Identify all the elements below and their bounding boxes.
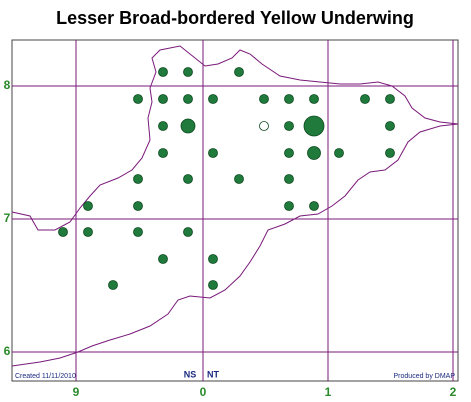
record-dot	[284, 121, 294, 131]
x-grid-label: 1	[325, 385, 332, 399]
record-dot	[133, 227, 143, 237]
y-grid-label: 6	[4, 344, 11, 358]
record-dot	[307, 146, 321, 160]
records	[58, 67, 395, 290]
record-dot	[183, 227, 193, 237]
y-grid-label: 8	[4, 78, 11, 92]
record-dot	[133, 201, 143, 211]
grid	[12, 40, 458, 381]
record-dot	[183, 174, 193, 184]
record-dot	[303, 115, 325, 137]
record-dot	[158, 67, 168, 77]
record-dot	[133, 94, 143, 104]
record-dot	[158, 94, 168, 104]
y-grid-label: 7	[4, 211, 11, 225]
record-dot	[234, 174, 244, 184]
square-label: NS	[184, 369, 197, 379]
record-dot	[158, 121, 168, 131]
coastline	[11, 45, 459, 367]
x-grid-label: 2	[450, 385, 457, 399]
record-dot	[334, 148, 344, 158]
record-dot	[284, 148, 294, 158]
record-dot	[108, 280, 118, 290]
record-dot	[385, 148, 395, 158]
created-date: Created 11/11/2010	[15, 373, 76, 380]
record-dot	[133, 174, 143, 184]
record-dot	[284, 94, 294, 104]
record-dot	[385, 94, 395, 104]
record-dot	[208, 148, 218, 158]
record-dot	[83, 227, 93, 237]
record-dot	[259, 94, 269, 104]
record-dot	[180, 118, 196, 134]
record-dot	[208, 94, 218, 104]
record-dot	[309, 201, 319, 211]
record-dot	[284, 174, 294, 184]
record-dot	[360, 94, 370, 104]
x-grid-label: 0	[200, 385, 207, 399]
record-dot	[208, 280, 218, 290]
record-dot	[83, 201, 93, 211]
record-dot	[208, 254, 218, 264]
square-label: NT	[207, 369, 219, 379]
record-dot	[58, 227, 68, 237]
credit: Produced by DMAP	[394, 373, 456, 380]
record-dot	[309, 94, 319, 104]
record-dot	[183, 94, 193, 104]
map-frame	[11, 39, 459, 382]
record-dot-open	[259, 121, 269, 131]
record-dot	[284, 201, 294, 211]
record-dot	[158, 148, 168, 158]
record-dot	[234, 67, 244, 77]
record-dot	[183, 67, 193, 77]
record-dot	[158, 254, 168, 264]
map-title: Lesser Broad-bordered Yellow Underwing	[56, 8, 414, 28]
record-dot	[385, 121, 395, 131]
x-grid-label: 9	[73, 385, 80, 399]
